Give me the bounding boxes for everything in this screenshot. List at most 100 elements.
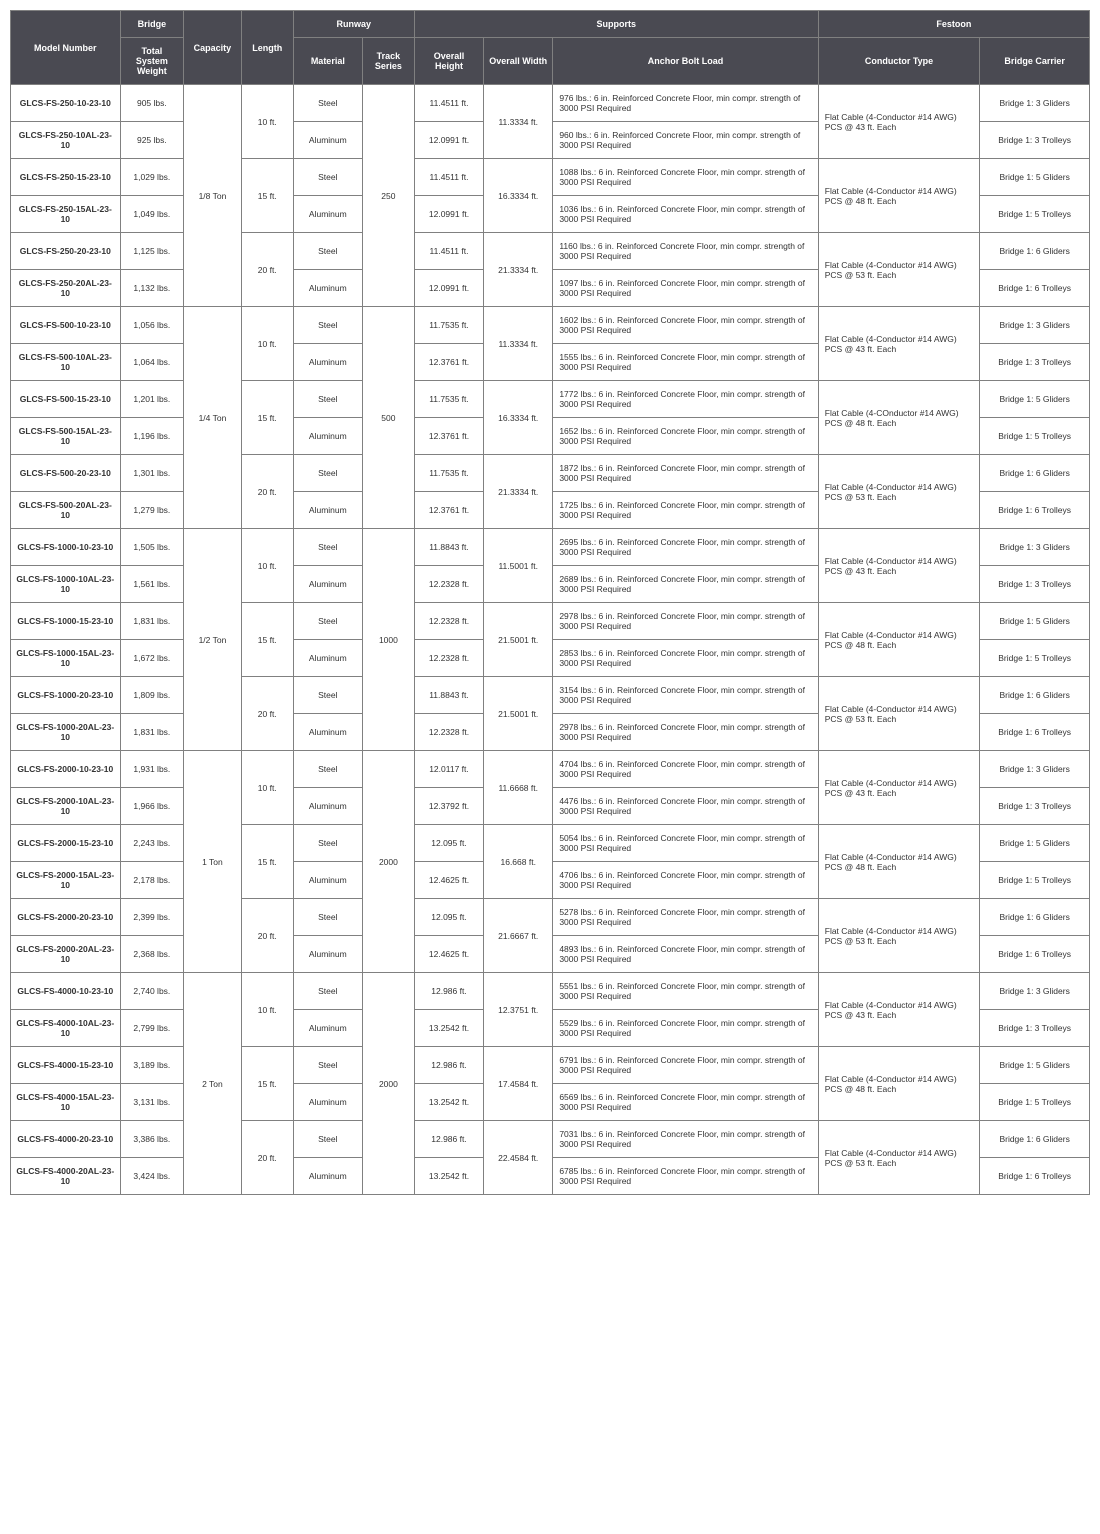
cell-carrier: Bridge 1: 6 Trolleys [980, 1158, 1090, 1195]
cell-anchor: 1602 lbs.: 6 in. Reinforced Concrete Flo… [553, 307, 818, 344]
cell-weight: 1,301 lbs. [120, 455, 183, 492]
cell-width: 16.3334 ft. [484, 159, 553, 233]
cell-model: GLCS-FS-2000-15-23-10 [11, 825, 121, 862]
cell-model: GLCS-FS-250-10-23-10 [11, 85, 121, 122]
col-capacity: Capacity [184, 11, 242, 85]
colgroup-bridge: Bridge [120, 11, 183, 38]
cell-weight: 1,931 lbs. [120, 751, 183, 788]
cell-height: 12.3792 ft. [414, 788, 483, 825]
table-row: GLCS-FS-4000-15-23-103,189 lbs.15 ft.Ste… [11, 1047, 1090, 1084]
cell-anchor: 5278 lbs.: 6 in. Reinforced Concrete Flo… [553, 899, 818, 936]
cell-carrier: Bridge 1: 6 Trolleys [980, 270, 1090, 307]
cell-weight: 1,561 lbs. [120, 566, 183, 603]
cell-weight: 905 lbs. [120, 85, 183, 122]
cell-material: Aluminum [293, 640, 362, 677]
cell-conductor: Flat Cable (4-Conductor #14 AWG) PCS @ 5… [818, 899, 980, 973]
cell-height: 12.0117 ft. [414, 751, 483, 788]
cell-anchor: 2978 lbs.: 6 in. Reinforced Concrete Flo… [553, 714, 818, 751]
cell-anchor: 4476 lbs.: 6 in. Reinforced Concrete Flo… [553, 788, 818, 825]
cell-weight: 2,368 lbs. [120, 936, 183, 973]
cell-material: Steel [293, 455, 362, 492]
cell-carrier: Bridge 1: 6 Gliders [980, 677, 1090, 714]
cell-width: 11.5001 ft. [484, 529, 553, 603]
cell-material: Steel [293, 973, 362, 1010]
cell-weight: 2,243 lbs. [120, 825, 183, 862]
cell-carrier: Bridge 1: 3 Trolleys [980, 566, 1090, 603]
cell-material: Aluminum [293, 344, 362, 381]
cell-carrier: Bridge 1: 3 Gliders [980, 307, 1090, 344]
cell-anchor: 1652 lbs.: 6 in. Reinforced Concrete Flo… [553, 418, 818, 455]
cell-height: 11.4511 ft. [414, 85, 483, 122]
cell-length: 20 ft. [241, 233, 293, 307]
cell-capacity: 2 Ton [184, 973, 242, 1195]
cell-material: Aluminum [293, 566, 362, 603]
cell-height: 12.3761 ft. [414, 418, 483, 455]
cell-width: 21.5001 ft. [484, 603, 553, 677]
cell-carrier: Bridge 1: 6 Gliders [980, 233, 1090, 270]
cell-carrier: Bridge 1: 3 Trolleys [980, 788, 1090, 825]
cell-height: 12.2328 ft. [414, 640, 483, 677]
cell-length: 20 ft. [241, 455, 293, 529]
cell-height: 13.2542 ft. [414, 1010, 483, 1047]
cell-model: GLCS-FS-4000-15AL-23-10 [11, 1084, 121, 1121]
cell-carrier: Bridge 1: 5 Trolleys [980, 862, 1090, 899]
cell-model: GLCS-FS-500-10AL-23-10 [11, 344, 121, 381]
cell-weight: 925 lbs. [120, 122, 183, 159]
cell-height: 12.3761 ft. [414, 492, 483, 529]
cell-weight: 1,831 lbs. [120, 714, 183, 751]
cell-length: 10 ft. [241, 307, 293, 381]
cell-weight: 1,064 lbs. [120, 344, 183, 381]
cell-length: 15 ft. [241, 159, 293, 233]
cell-conductor: Flat Cable (4-Conductor #14 AWG) PCS @ 4… [818, 825, 980, 899]
cell-model: GLCS-FS-4000-10AL-23-10 [11, 1010, 121, 1047]
cell-anchor: 6791 lbs.: 6 in. Reinforced Concrete Flo… [553, 1047, 818, 1084]
cell-material: Aluminum [293, 788, 362, 825]
cell-material: Aluminum [293, 936, 362, 973]
cell-weight: 1,966 lbs. [120, 788, 183, 825]
cell-anchor: 960 lbs.: 6 in. Reinforced Concrete Floo… [553, 122, 818, 159]
cell-anchor: 2695 lbs.: 6 in. Reinforced Concrete Flo… [553, 529, 818, 566]
cell-conductor: Flat Cable (4-Conductor #14 AWG) PCS @ 5… [818, 233, 980, 307]
cell-material: Aluminum [293, 196, 362, 233]
cell-height: 11.7535 ft. [414, 381, 483, 418]
cell-material: Aluminum [293, 862, 362, 899]
cell-height: 12.095 ft. [414, 825, 483, 862]
cell-length: 10 ft. [241, 973, 293, 1047]
cell-model: GLCS-FS-500-10-23-10 [11, 307, 121, 344]
cell-conductor: Flat Cable (4-Conductor #14 AWG) PCS @ 4… [818, 159, 980, 233]
cell-model: GLCS-FS-2000-20-23-10 [11, 899, 121, 936]
col-carrier: Bridge Carrier [980, 38, 1090, 85]
cell-width: 11.3334 ft. [484, 85, 553, 159]
cell-width: 16.3334 ft. [484, 381, 553, 455]
cell-carrier: Bridge 1: 3 Gliders [980, 85, 1090, 122]
cell-height: 12.2328 ft. [414, 714, 483, 751]
cell-material: Steel [293, 677, 362, 714]
cell-anchor: 1097 lbs.: 6 in. Reinforced Concrete Flo… [553, 270, 818, 307]
cell-weight: 1,505 lbs. [120, 529, 183, 566]
col-conductor: Conductor Type [818, 38, 980, 85]
cell-model: GLCS-FS-250-10AL-23-10 [11, 122, 121, 159]
cell-length: 10 ft. [241, 751, 293, 825]
cell-model: GLCS-FS-4000-20-23-10 [11, 1121, 121, 1158]
cell-carrier: Bridge 1: 3 Gliders [980, 529, 1090, 566]
cell-height: 12.0991 ft. [414, 122, 483, 159]
cell-carrier: Bridge 1: 3 Gliders [980, 751, 1090, 788]
cell-model: GLCS-FS-1000-20-23-10 [11, 677, 121, 714]
cell-weight: 1,196 lbs. [120, 418, 183, 455]
cell-model: GLCS-FS-1000-15-23-10 [11, 603, 121, 640]
cell-carrier: Bridge 1: 6 Gliders [980, 899, 1090, 936]
cell-weight: 3,386 lbs. [120, 1121, 183, 1158]
cell-material: Steel [293, 603, 362, 640]
cell-length: 10 ft. [241, 85, 293, 159]
col-weight: Total System Weight [120, 38, 183, 85]
cell-anchor: 1160 lbs.: 6 in. Reinforced Concrete Flo… [553, 233, 818, 270]
cell-model: GLCS-FS-4000-10-23-10 [11, 973, 121, 1010]
table-row: GLCS-FS-500-10-23-101,056 lbs.1/4 Ton10 … [11, 307, 1090, 344]
cell-height: 13.2542 ft. [414, 1158, 483, 1195]
cell-model: GLCS-FS-2000-10-23-10 [11, 751, 121, 788]
cell-model: GLCS-FS-500-20AL-23-10 [11, 492, 121, 529]
cell-carrier: Bridge 1: 5 Gliders [980, 603, 1090, 640]
cell-model: GLCS-FS-1000-10AL-23-10 [11, 566, 121, 603]
cell-height: 12.0991 ft. [414, 270, 483, 307]
cell-length: 20 ft. [241, 899, 293, 973]
